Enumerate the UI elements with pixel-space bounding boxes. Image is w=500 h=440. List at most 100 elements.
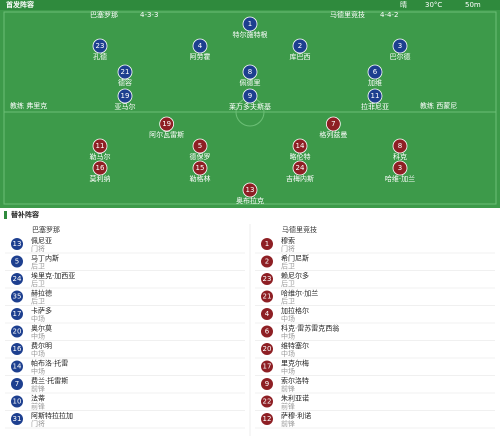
subs-bar xyxy=(0,208,500,222)
player-number: 8 xyxy=(248,68,252,76)
sub-name: 卡萨多 xyxy=(31,306,52,315)
player-badge xyxy=(392,138,408,154)
away-name: 马德里竞技 xyxy=(330,10,365,19)
sub-number: 10 xyxy=(13,398,22,406)
sub-number: 23 xyxy=(263,275,272,283)
player-badge xyxy=(292,160,308,176)
sub-badge xyxy=(261,290,273,303)
sub-name: 赖尼尔多 xyxy=(281,271,309,280)
sub-position: 前锋 xyxy=(31,384,45,393)
sub-badge xyxy=(261,343,273,355)
sub-position: 前锋 xyxy=(281,384,295,393)
player-name: 阿尔瓦雷斯 xyxy=(149,130,184,139)
player-name: 德容 xyxy=(118,78,132,87)
sub-number: 31 xyxy=(13,415,22,423)
sub-badge xyxy=(261,413,273,425)
sub-badge xyxy=(11,255,23,268)
weather: 晴 xyxy=(400,0,407,9)
pitch-lines xyxy=(3,11,497,205)
sub-badge xyxy=(261,238,273,250)
player-badge xyxy=(92,138,108,154)
sub-number: 22 xyxy=(263,398,272,406)
sub-name: 赫拉德 xyxy=(31,289,52,298)
sub-number: 9 xyxy=(265,380,269,388)
player-badge xyxy=(242,16,258,32)
player-name: 莫利纳 xyxy=(90,174,111,183)
sub-badge xyxy=(11,413,23,425)
sub-position: 后卫 xyxy=(281,297,295,306)
player-number: 23 xyxy=(96,42,105,50)
player-number: 7 xyxy=(331,120,335,128)
player-number: 1 xyxy=(248,20,252,28)
sub-number: 6 xyxy=(265,328,270,336)
player-badge xyxy=(242,88,258,104)
sub-position: 后卫 xyxy=(31,297,45,306)
player-badge xyxy=(292,38,308,54)
player-name: 特尔施特根 xyxy=(233,30,268,39)
wind: 50m xyxy=(465,1,481,9)
sub-name: 希门尼斯 xyxy=(281,254,309,263)
sub-position: 中场 xyxy=(31,367,45,376)
sub-number: 35 xyxy=(13,293,22,301)
player-number: 24 xyxy=(296,164,305,172)
subs-home-team: 巴塞罗那 xyxy=(32,225,60,234)
player-badge xyxy=(92,160,108,176)
sub-number: 14 xyxy=(13,363,22,371)
sub-position: 门将 xyxy=(31,244,45,253)
sub-position: 前锋 xyxy=(281,402,295,411)
player-number: 13 xyxy=(246,186,255,194)
sub-badge xyxy=(11,308,23,320)
player-name: 科克 xyxy=(393,152,407,161)
player-name: 略伦特 xyxy=(290,152,311,161)
sub-number: 7 xyxy=(15,380,19,388)
player-name: 莱万多夫斯基 xyxy=(229,102,271,111)
player-name: 哈维·加兰 xyxy=(385,174,415,183)
sub-name: 马丁内斯 xyxy=(31,254,59,263)
sub-number: 17 xyxy=(13,310,22,318)
sub-badge xyxy=(261,325,273,338)
sub-badge xyxy=(11,395,23,408)
player-number: 14 xyxy=(296,142,305,150)
player-badge xyxy=(117,88,133,104)
home-name: 巴塞罗那 xyxy=(90,10,118,19)
player-name: 勒格林 xyxy=(190,174,211,183)
player-number: 11 xyxy=(96,142,105,150)
player-name: 奥布拉克 xyxy=(236,196,264,205)
sub-position: 门将 xyxy=(281,244,295,253)
temperature: 30°C xyxy=(425,1,442,9)
subs-marker xyxy=(4,211,7,219)
subs-away-team: 马德里竞技 xyxy=(282,225,317,234)
player-badge xyxy=(242,64,258,80)
sub-badge xyxy=(11,378,23,390)
player-name: 库巴西 xyxy=(290,52,311,61)
pitch xyxy=(0,0,500,208)
sub-number: 13 xyxy=(13,240,22,248)
sub-name: 哈维尔·加兰 xyxy=(281,289,318,298)
player-number: 4 xyxy=(198,42,203,50)
player-name: 吉梅内斯 xyxy=(286,174,314,183)
sub-badge xyxy=(261,360,273,373)
player-badge xyxy=(392,160,408,176)
sub-name: 费尔明 xyxy=(31,341,52,350)
player-number: 3 xyxy=(398,42,402,50)
sub-position: 中场 xyxy=(281,314,295,323)
away-coach: 教练 西蒙尼 xyxy=(420,101,457,110)
sub-number: 21 xyxy=(263,293,272,301)
sub-position: 中场 xyxy=(31,314,45,323)
sub-position: 门将 xyxy=(31,419,45,428)
player-badge xyxy=(192,38,208,54)
away-formation: 4-4-2 xyxy=(380,11,398,19)
sub-name: 法蒂 xyxy=(31,394,45,403)
player-badge xyxy=(159,116,175,132)
sub-number: 1 xyxy=(265,240,269,248)
sub-number: 2 xyxy=(265,258,269,266)
sub-badge xyxy=(11,360,23,373)
sub-number: 24 xyxy=(13,275,22,283)
sub-position: 后卫 xyxy=(31,279,45,288)
player-number: 21 xyxy=(121,68,130,76)
home-coach: 教练 弗里克 xyxy=(10,101,47,110)
sub-number: 5 xyxy=(15,258,19,266)
player-badge xyxy=(367,88,383,104)
